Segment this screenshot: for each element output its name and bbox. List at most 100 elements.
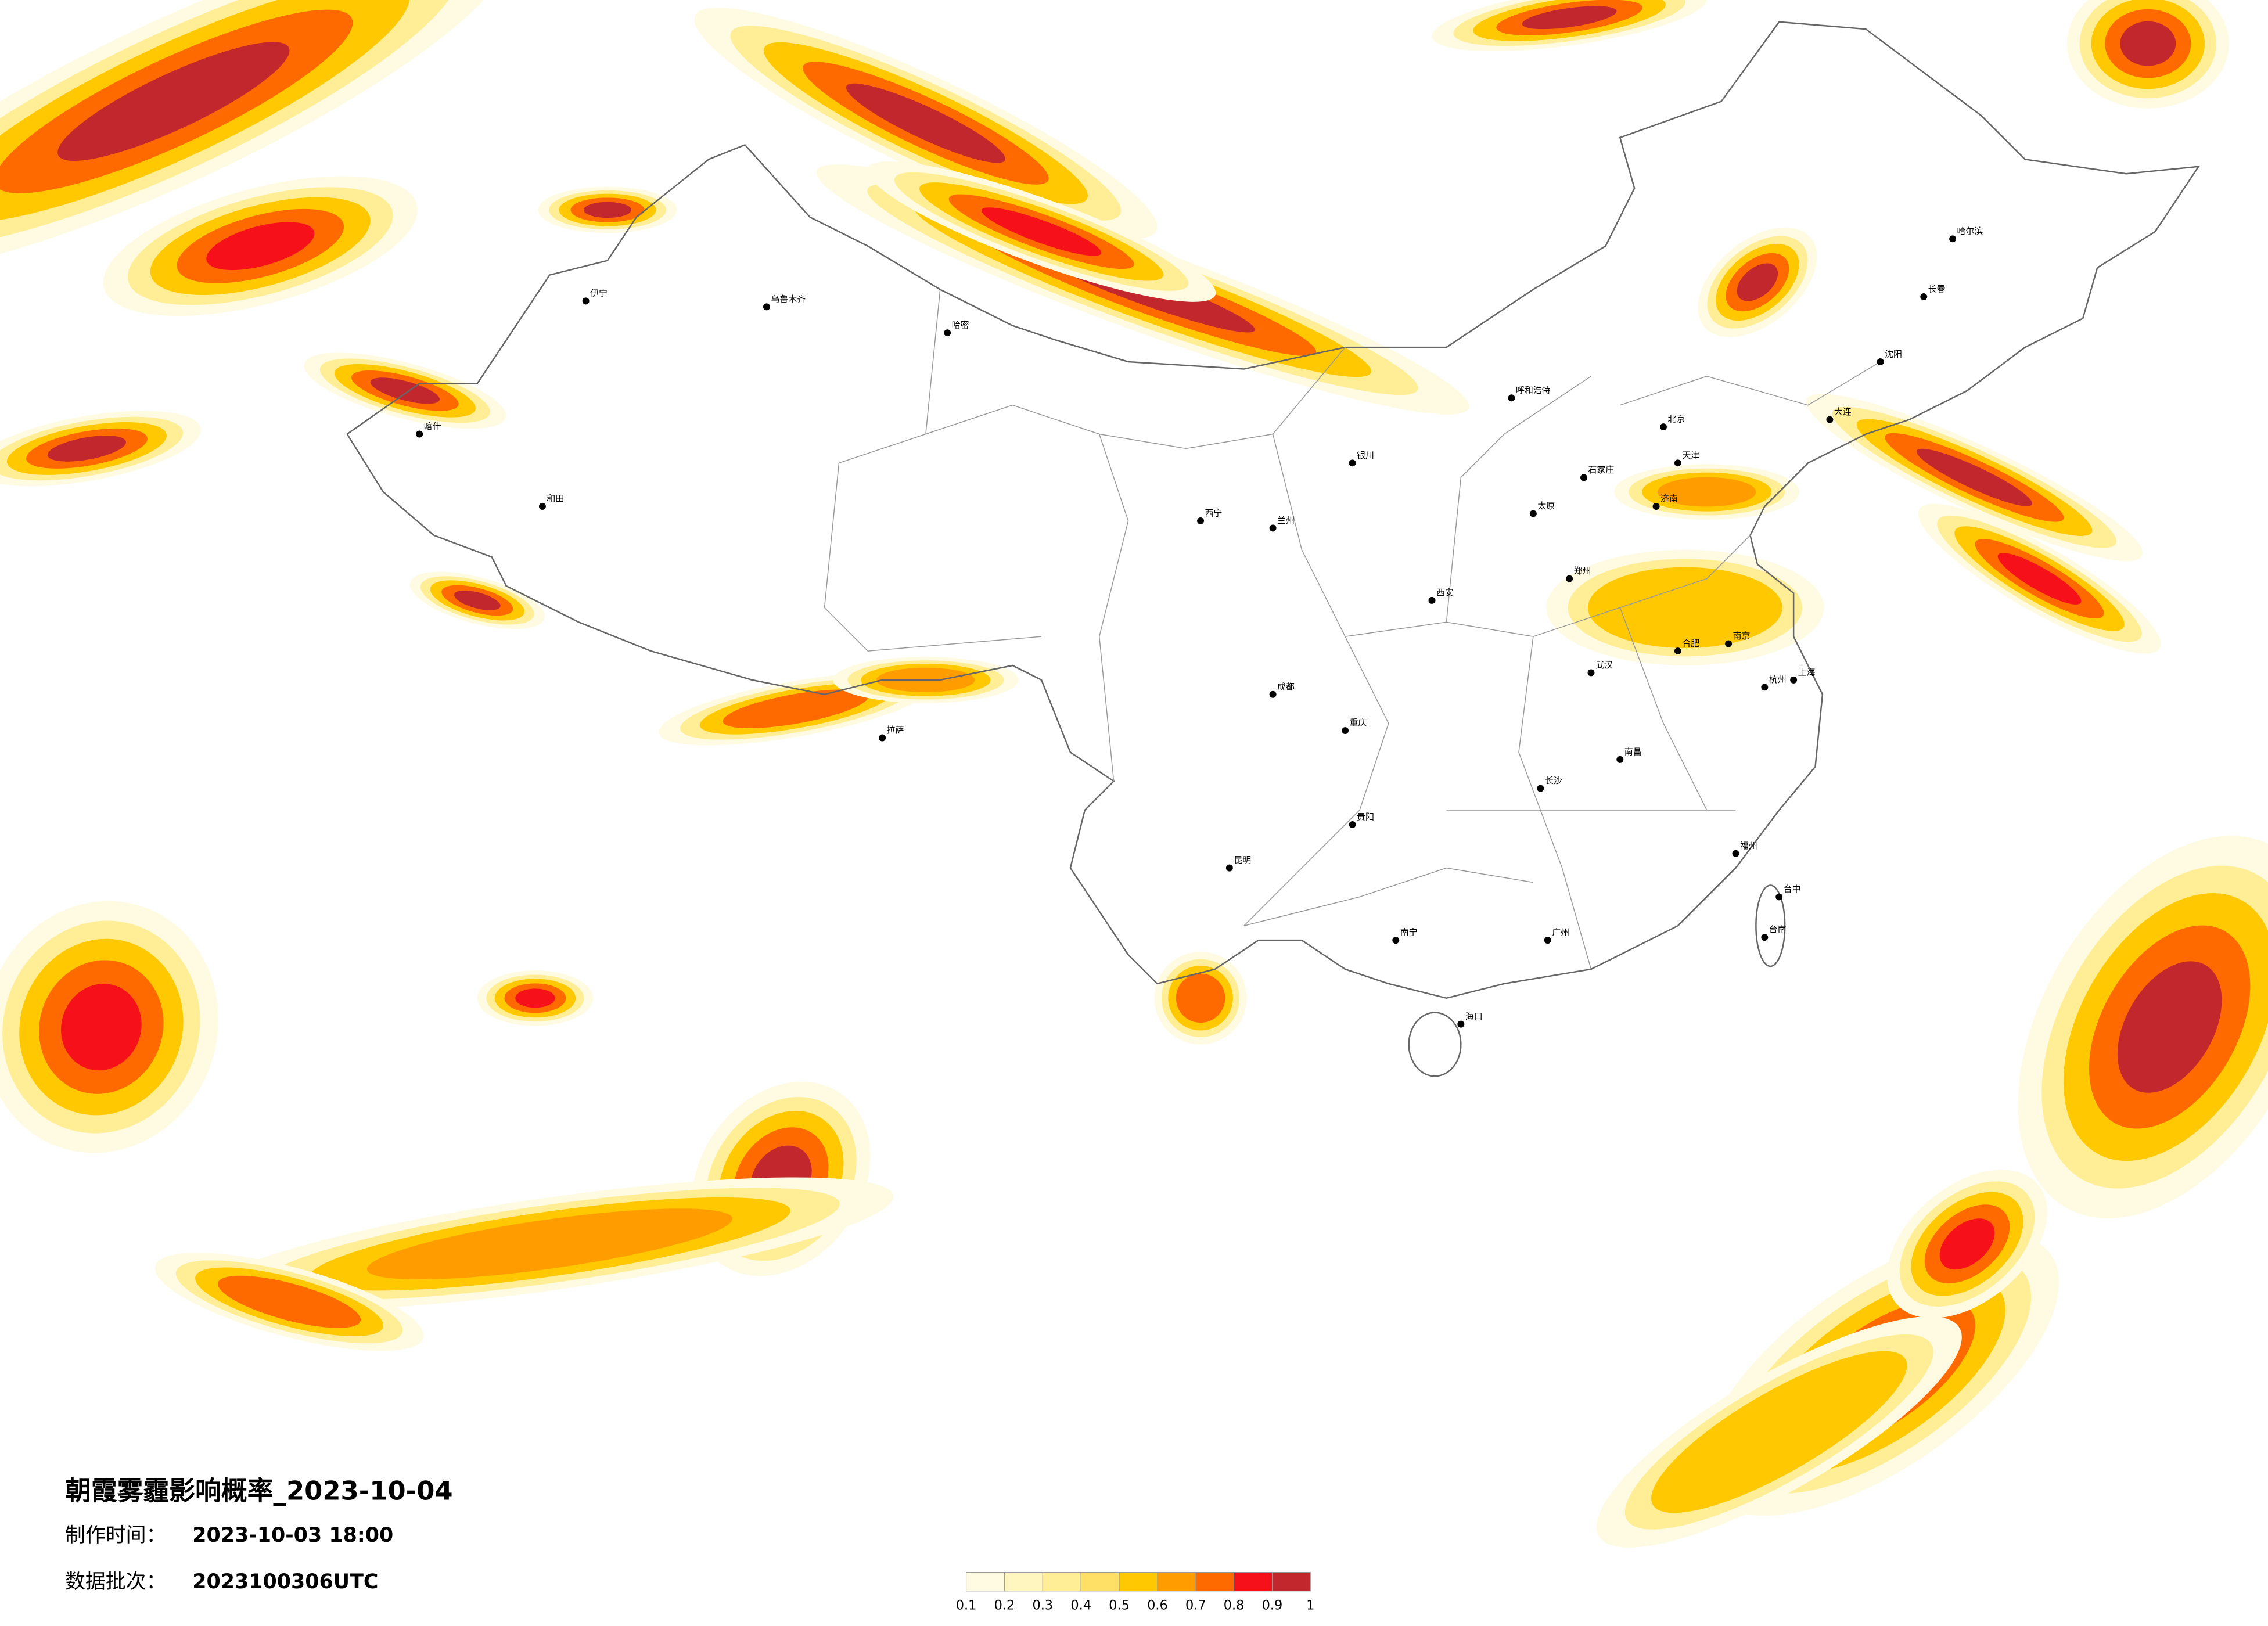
city-label: 南宁: [1400, 927, 1418, 938]
haze-area: [583, 202, 632, 218]
legend-tick-label: 0.7: [1185, 1598, 1206, 1613]
city-label: 南京: [1733, 631, 1751, 641]
city-dot: [1761, 934, 1769, 941]
city-label: 呼和浩特: [1516, 385, 1551, 395]
city-dot: [1732, 850, 1739, 857]
haze-area: [1522, 6, 1617, 30]
city-dot: [1566, 575, 1573, 582]
legend-tick-label: 0.1: [956, 1598, 977, 1613]
city-label: 太原: [1537, 501, 1555, 511]
batch-label: 数据批次：: [65, 1570, 166, 1593]
city-label: 天津: [1682, 450, 1699, 461]
city-label: 喀什: [424, 421, 441, 431]
city-dot: [582, 297, 590, 305]
legend-swatch: [1195, 1571, 1235, 1592]
city-dot: [1580, 474, 1588, 481]
city-label: 福州: [1740, 840, 1757, 851]
china-outline: [346, 21, 2200, 1077]
city-label: 乌鲁木齐: [771, 294, 806, 304]
legend-swatch: [1119, 1571, 1158, 1592]
city-label: 石家庄: [1588, 465, 1614, 475]
legend-swatch: [1042, 1571, 1081, 1592]
city-label: 南昌: [1624, 746, 1642, 757]
city-dot: [1269, 524, 1277, 532]
legend-tick-label: 0.5: [1109, 1598, 1130, 1613]
legend: 0.1 0.2 0.3 0.4 0.5 0.6 0.7 0.8 0.9 1: [956, 1571, 1314, 1613]
city-dot: [1544, 937, 1551, 944]
city-label: 兰州: [1277, 515, 1295, 526]
city-label: 西安: [1436, 587, 1454, 598]
city-label: 长春: [1928, 283, 1946, 294]
city-label: 武汉: [1595, 660, 1613, 670]
legend-swatch: [1080, 1571, 1120, 1592]
legend-tick-label: 0.6: [1147, 1598, 1168, 1613]
haze-area: [1737, 263, 1778, 301]
city-label: 伊宁: [590, 288, 608, 298]
probability-layer: [0, 0, 2268, 1548]
legend-swatch: [966, 1571, 1005, 1592]
legend-tick-label: 0.8: [1224, 1598, 1245, 1613]
legend-tick-label: 0.3: [1033, 1598, 1054, 1613]
haze-area: [1916, 448, 2033, 506]
city-label: 台中: [1784, 884, 1801, 894]
legend-swatch: [1271, 1571, 1311, 1592]
city-dot: [1877, 358, 1884, 365]
haze-area: [61, 984, 142, 1071]
haze-area: [431, 1221, 668, 1267]
legend-swatch: [1234, 1571, 1273, 1592]
haze-area: [370, 377, 440, 404]
made-label: 制作时间：: [65, 1524, 166, 1547]
city-dot: [1508, 394, 1515, 402]
map-title: 朝霞雾霾影响概率_2023-10-04: [65, 1476, 453, 1506]
city-dot: [944, 329, 951, 337]
legend-tick-label: 0.4: [1070, 1598, 1091, 1613]
made-time: 2023-10-03 18:00: [192, 1524, 393, 1547]
city-dot: [1269, 690, 1277, 698]
city-dot: [1660, 423, 1667, 431]
haze-area: [1184, 982, 1217, 1015]
city-dot: [1775, 893, 1783, 901]
city-dot: [1587, 669, 1595, 677]
border: [346, 21, 2200, 999]
haze-area: [47, 436, 126, 462]
city-dot: [1529, 510, 1537, 517]
city-dot: [1790, 676, 1798, 684]
haze-area: [1939, 1218, 1995, 1270]
city-label: 台南: [1769, 924, 1787, 935]
city-dot: [1616, 756, 1624, 763]
city-label: 海口: [1465, 1011, 1483, 1021]
city-label: 银川: [1357, 450, 1374, 461]
city-label: 合肥: [1682, 638, 1699, 649]
city-label: 长沙: [1545, 775, 1562, 786]
haze-area: [243, 1285, 336, 1319]
city-dot: [1342, 727, 1349, 735]
city-dot: [1349, 821, 1356, 828]
haze-area: [1997, 553, 2082, 605]
city-dot: [1537, 785, 1544, 792]
haze-area: [206, 222, 315, 271]
city-label: 哈密: [952, 320, 969, 330]
city-label: 大连: [1834, 406, 1852, 417]
city-dot: [1225, 864, 1233, 872]
city-dot: [1428, 596, 1436, 604]
city-dot: [1826, 416, 1834, 423]
city-dot: [1197, 517, 1205, 524]
haze-area: [2117, 961, 2222, 1093]
city-label: 贵阳: [1357, 811, 1374, 822]
city-dot: [763, 303, 770, 311]
taiwan: [1755, 884, 1786, 967]
city-dot: [1674, 459, 1681, 467]
city-dot: [1349, 459, 1356, 467]
city-label: 拉萨: [887, 725, 904, 735]
city-label: 广州: [1552, 927, 1569, 938]
city-dot: [538, 503, 546, 510]
legend-tick-label: 0.2: [994, 1598, 1015, 1613]
city-dot: [1761, 684, 1769, 691]
city-label: 上海: [1798, 667, 1816, 677]
legend-swatch: [1157, 1571, 1196, 1592]
city-dot: [416, 430, 423, 438]
haze-area: [454, 590, 501, 610]
legend-tick-label: 1: [1306, 1598, 1314, 1613]
